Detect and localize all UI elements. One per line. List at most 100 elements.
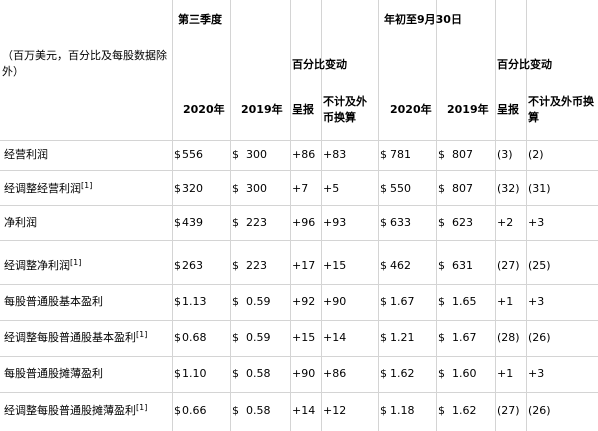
currency-symbol: $ <box>232 148 239 161</box>
row-label: 经调整每股普通股基本盈利[1] <box>4 330 148 345</box>
value-q3-2019: 300 <box>246 148 267 161</box>
value-q3-2019: 0.58 <box>246 367 271 380</box>
currency-symbol: $ <box>438 216 445 229</box>
column-divider <box>290 0 291 431</box>
row-label: 经调整净利润[1] <box>4 258 82 273</box>
value-ytd-reported: +1 <box>497 295 514 308</box>
value-q3-reported: +96 <box>292 216 316 229</box>
footnote-marker: [1] <box>136 330 148 339</box>
value-ytd-ex-fx: +3 <box>528 216 545 229</box>
currency-symbol: $ <box>380 331 387 344</box>
value-ytd-2020: 1.62 <box>390 367 415 380</box>
value-q3-ex-fx: +15 <box>323 259 347 272</box>
row-divider <box>0 140 598 141</box>
header-reported-ytd: 呈报 <box>497 103 519 116</box>
currency-symbol: $ <box>232 404 239 417</box>
column-divider <box>378 0 379 431</box>
value-q3-2019: 223 <box>246 259 267 272</box>
row-label: 经调整经营利润[1] <box>4 181 93 196</box>
value-q3-2020: 263 <box>182 259 203 272</box>
value-ytd-ex-fx: (26) <box>528 331 551 344</box>
value-q3-ex-fx: +83 <box>323 148 347 161</box>
column-divider <box>230 0 231 431</box>
currency-symbol: $ <box>438 148 445 161</box>
value-ytd-ex-fx: (26) <box>528 404 551 417</box>
header-reported: 呈报 <box>292 103 314 116</box>
currency-symbol: $ <box>438 367 445 380</box>
value-ytd-2020: 1.67 <box>390 295 415 308</box>
row-divider <box>0 320 598 321</box>
row-divider <box>0 170 598 171</box>
value-ytd-reported: +2 <box>497 216 514 229</box>
value-q3-reported: +17 <box>292 259 316 272</box>
value-q3-ex-fx: +14 <box>323 331 347 344</box>
header-ytd: 年初至9月30日 <box>384 13 462 26</box>
header-2019: 2019年 <box>241 103 283 116</box>
row-divider <box>0 284 598 285</box>
column-divider <box>526 0 527 431</box>
value-ytd-2019: 623 <box>452 216 473 229</box>
value-q3-2020: 439 <box>182 216 203 229</box>
value-q3-2019: 0.59 <box>246 331 271 344</box>
value-q3-2020: 1.13 <box>182 295 207 308</box>
value-q3-reported: +86 <box>292 148 316 161</box>
currency-symbol: $ <box>174 367 181 380</box>
value-q3-2020: 1.10 <box>182 367 207 380</box>
row-divider <box>0 240 598 241</box>
footnote-marker: [1] <box>70 258 82 267</box>
value-q3-reported: +92 <box>292 295 316 308</box>
currency-symbol: $ <box>380 182 387 195</box>
column-divider <box>172 0 173 431</box>
header-q3: 第三季度 <box>178 13 222 26</box>
row-label: 经调整每股普通股摊薄盈利[1] <box>4 403 148 418</box>
currency-symbol: $ <box>174 404 181 417</box>
row-label: 每股普通股基本盈利 <box>4 295 103 308</box>
row-label: 每股普通股摊薄盈利 <box>4 367 103 380</box>
header-ex-fx-ytd: 不计及外币换算 <box>528 95 594 124</box>
value-q3-reported: +15 <box>292 331 316 344</box>
value-ytd-2019: 807 <box>452 182 473 195</box>
currency-symbol: $ <box>174 182 181 195</box>
currency-symbol: $ <box>380 259 387 272</box>
value-ytd-reported: (27) <box>497 259 520 272</box>
value-q3-ex-fx: +93 <box>323 216 347 229</box>
value-ytd-2019: 1.67 <box>452 331 477 344</box>
value-q3-ex-fx: +90 <box>323 295 347 308</box>
value-q3-2019: 300 <box>246 182 267 195</box>
currency-symbol: $ <box>438 259 445 272</box>
value-q3-2020: 0.66 <box>182 404 207 417</box>
header-2019-ytd: 2019年 <box>447 103 489 116</box>
value-q3-ex-fx: +86 <box>323 367 347 380</box>
value-q3-2020: 556 <box>182 148 203 161</box>
row-label: 净利润 <box>4 216 37 229</box>
value-q3-ex-fx: +5 <box>323 182 340 195</box>
currency-symbol: $ <box>174 148 181 161</box>
value-q3-2019: 223 <box>246 216 267 229</box>
currency-symbol: $ <box>174 259 181 272</box>
currency-symbol: $ <box>380 404 387 417</box>
value-ytd-2020: 781 <box>390 148 411 161</box>
value-q3-reported: +90 <box>292 367 316 380</box>
value-ytd-2019: 807 <box>452 148 473 161</box>
value-ytd-2020: 1.18 <box>390 404 415 417</box>
header-pct-change-q3: 百分比变动 <box>292 58 347 71</box>
header-ex-fx: 不计及外币换算 <box>323 95 367 124</box>
currency-symbol: $ <box>380 367 387 380</box>
currency-symbol: $ <box>380 216 387 229</box>
value-ytd-2020: 1.21 <box>390 331 415 344</box>
currency-symbol: $ <box>380 295 387 308</box>
currency-symbol: $ <box>174 216 181 229</box>
footnote-marker: [1] <box>136 403 148 412</box>
value-q3-reported: +7 <box>292 182 309 195</box>
column-divider <box>321 0 322 431</box>
currency-symbol: $ <box>232 295 239 308</box>
value-ytd-2019: 631 <box>452 259 473 272</box>
value-q3-2019: 0.58 <box>246 404 271 417</box>
value-ytd-reported: (28) <box>497 331 520 344</box>
column-divider <box>436 0 437 431</box>
currency-symbol: $ <box>380 148 387 161</box>
value-ytd-ex-fx: (25) <box>528 259 551 272</box>
row-divider <box>0 356 598 357</box>
currency-symbol: $ <box>438 331 445 344</box>
